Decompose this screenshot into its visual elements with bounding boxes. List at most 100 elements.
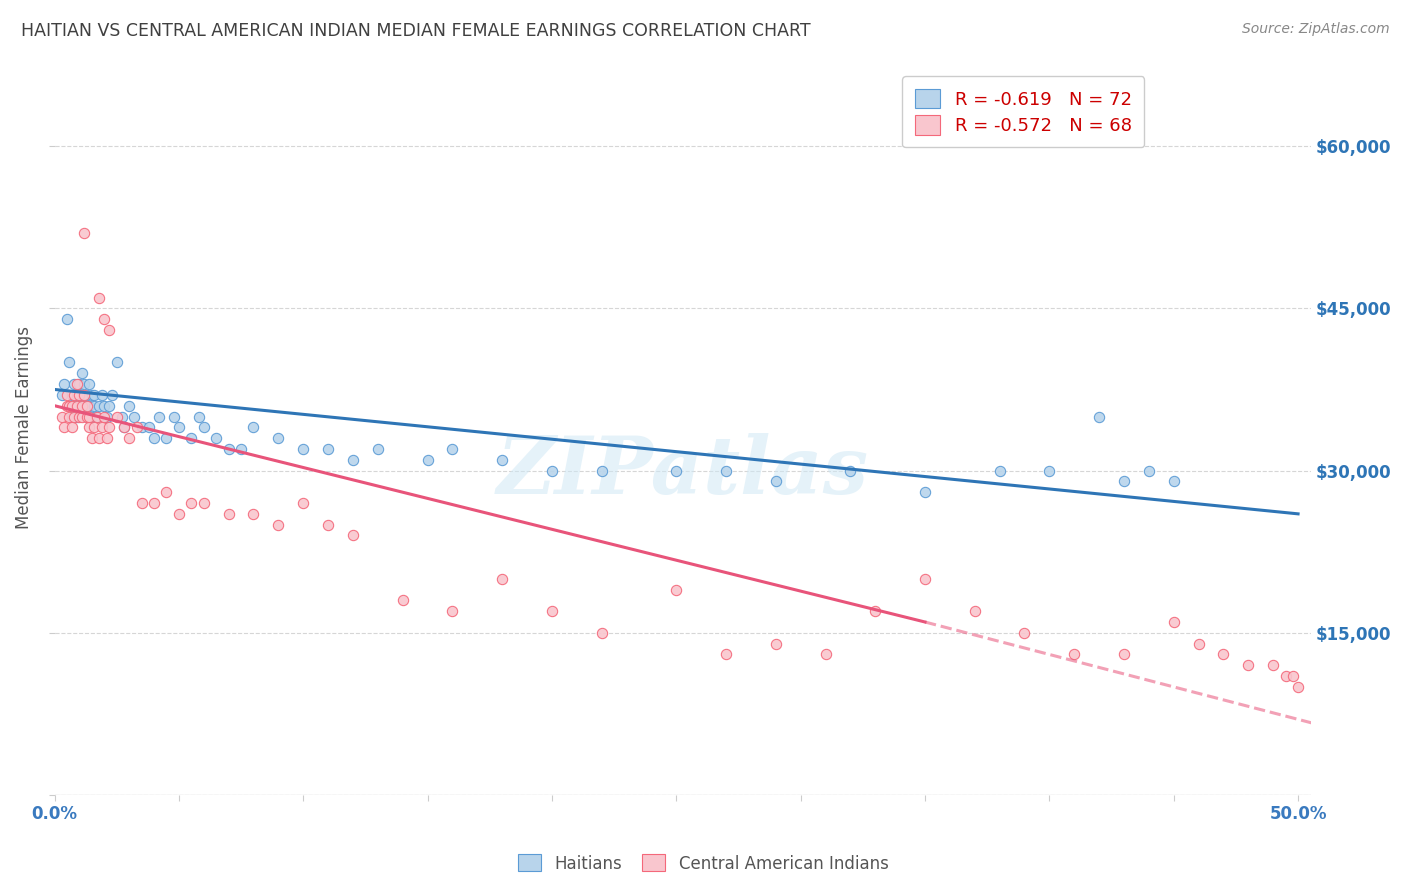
Point	[193, 496, 215, 510]
Point	[1014, 625, 1036, 640]
Point	[988, 464, 1011, 478]
Point	[90, 388, 112, 402]
Point	[167, 507, 190, 521]
Point	[60, 399, 83, 413]
Point	[66, 399, 89, 413]
Point	[267, 517, 290, 532]
Point	[66, 377, 89, 392]
Point	[105, 409, 128, 424]
Point	[76, 388, 98, 402]
Point	[1263, 658, 1285, 673]
Point	[70, 409, 93, 424]
Point	[89, 431, 111, 445]
Legend: Haitians, Central American Indians: Haitians, Central American Indians	[510, 847, 896, 880]
Point	[83, 420, 105, 434]
Point	[90, 420, 112, 434]
Point	[79, 409, 101, 424]
Point	[1038, 464, 1060, 478]
Point	[218, 507, 240, 521]
Point	[714, 464, 737, 478]
Point	[70, 388, 93, 402]
Point	[1137, 464, 1160, 478]
Point	[98, 323, 121, 337]
Point	[441, 442, 464, 456]
Point	[218, 442, 240, 456]
Point	[67, 409, 90, 424]
Point	[1282, 669, 1305, 683]
Legend: R = -0.619   N = 72, R = -0.572   N = 68: R = -0.619 N = 72, R = -0.572 N = 68	[903, 76, 1144, 147]
Point	[242, 507, 264, 521]
Point	[865, 604, 887, 618]
Point	[89, 291, 111, 305]
Point	[86, 409, 108, 424]
Point	[66, 388, 89, 402]
Point	[180, 496, 202, 510]
Point	[187, 409, 209, 424]
Point	[79, 399, 101, 413]
Point	[58, 399, 80, 413]
Point	[138, 420, 160, 434]
Point	[73, 226, 96, 240]
Text: Source: ZipAtlas.com: Source: ZipAtlas.com	[1241, 22, 1389, 37]
Point	[1237, 658, 1260, 673]
Point	[53, 420, 76, 434]
Point	[1286, 680, 1309, 694]
Point	[1163, 615, 1185, 629]
Point	[56, 388, 79, 402]
Point	[112, 420, 135, 434]
Point	[242, 420, 264, 434]
Point	[58, 399, 80, 413]
Point	[1212, 648, 1234, 662]
Point	[316, 517, 339, 532]
Text: HAITIAN VS CENTRAL AMERICAN INDIAN MEDIAN FEMALE EARNINGS CORRELATION CHART: HAITIAN VS CENTRAL AMERICAN INDIAN MEDIA…	[21, 22, 811, 40]
Point	[1063, 648, 1085, 662]
Point	[76, 409, 98, 424]
Point	[86, 409, 108, 424]
Point	[342, 452, 364, 467]
Point	[51, 409, 73, 424]
Point	[80, 431, 103, 445]
Point	[63, 409, 86, 424]
Point	[66, 409, 89, 424]
Point	[73, 388, 96, 402]
Point	[125, 420, 148, 434]
Point	[67, 388, 90, 402]
Point	[111, 409, 134, 424]
Point	[60, 409, 83, 424]
Point	[105, 355, 128, 369]
Point	[1112, 475, 1135, 489]
Point	[765, 475, 787, 489]
Point	[665, 582, 688, 597]
Point	[839, 464, 862, 478]
Point	[1112, 648, 1135, 662]
Point	[89, 399, 111, 413]
Point	[80, 409, 103, 424]
Point	[56, 312, 79, 326]
Point	[83, 388, 105, 402]
Point	[491, 452, 513, 467]
Point	[122, 409, 145, 424]
Point	[441, 604, 464, 618]
Point	[765, 637, 787, 651]
Point	[591, 625, 613, 640]
Point	[93, 409, 115, 424]
Point	[163, 409, 186, 424]
Point	[591, 464, 613, 478]
Point	[60, 420, 83, 434]
Point	[98, 399, 121, 413]
Point	[112, 420, 135, 434]
Point	[155, 485, 177, 500]
Point	[267, 431, 290, 445]
Point	[73, 377, 96, 392]
Point	[714, 648, 737, 662]
Point	[914, 485, 936, 500]
Point	[93, 312, 115, 326]
Point	[56, 399, 79, 413]
Point	[180, 431, 202, 445]
Point	[316, 442, 339, 456]
Point	[93, 399, 115, 413]
Point	[60, 388, 83, 402]
Point	[63, 399, 86, 413]
Point	[96, 431, 118, 445]
Point	[205, 431, 228, 445]
